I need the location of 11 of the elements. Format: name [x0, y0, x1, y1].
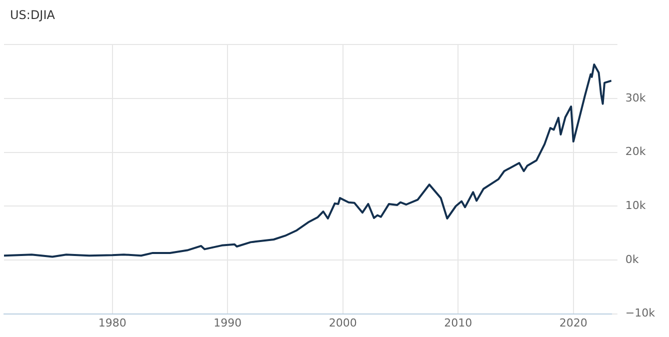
x-tick-label: 1990 [214, 316, 242, 330]
y-tick-label: 20k [625, 145, 646, 158]
chart-title: US:DJIA [10, 8, 55, 22]
x-tick-label: 2010 [444, 316, 472, 330]
y-tick-label: −10k [625, 306, 656, 320]
y-tick-label: 30k [625, 91, 646, 104]
y-tick-label: 0k [625, 252, 640, 266]
y-tick-label: 10k [625, 198, 646, 212]
x-tick-label: 1980 [98, 316, 126, 330]
x-tick-label: 2000 [328, 316, 357, 330]
x-tick-label: 2020 [559, 316, 588, 330]
